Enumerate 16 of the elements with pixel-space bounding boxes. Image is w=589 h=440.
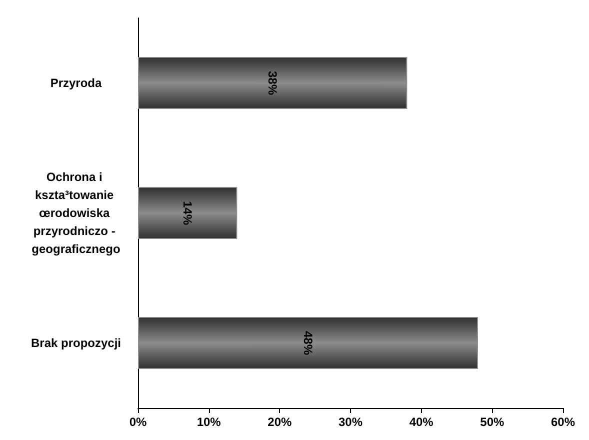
bar xyxy=(138,317,478,369)
x-tick-label: 20% xyxy=(268,415,292,429)
y-tick-label: Ochrona i kszta³towanie œrodowiska przyrodniczo - geograficznego xyxy=(32,170,120,256)
bar xyxy=(138,187,238,239)
y-tick-label: Brak propozycji xyxy=(30,336,122,350)
data-label: 48% xyxy=(301,330,315,356)
bar xyxy=(138,57,408,109)
x-tick-label: 50% xyxy=(480,415,504,429)
y-tick-label: Przyroda xyxy=(50,76,102,90)
x-tick-label: 10% xyxy=(196,415,222,429)
x-tick-label: 60% xyxy=(550,415,576,429)
x-tick-label: 40% xyxy=(409,415,434,429)
x-tick-label: 0% xyxy=(129,415,147,429)
data-label: 38% xyxy=(266,70,280,96)
data-label: 14% xyxy=(180,200,195,226)
x-tick-label: 30% xyxy=(338,415,363,429)
